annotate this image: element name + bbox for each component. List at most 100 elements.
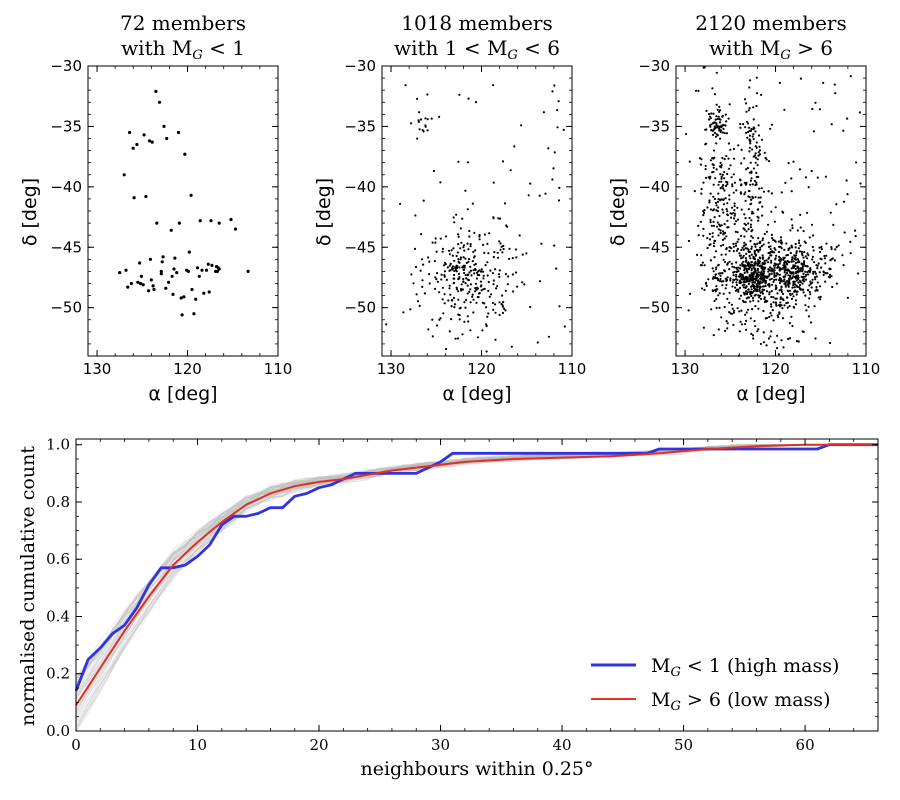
data-point (787, 162, 790, 165)
data-point (557, 199, 561, 202)
data-point (175, 271, 179, 275)
data-point (562, 128, 565, 131)
x-tick-label: 60 (796, 736, 815, 754)
data-point (710, 112, 713, 115)
data-point (745, 328, 748, 331)
data-point (767, 241, 770, 244)
data-point (449, 293, 452, 296)
data-point (200, 268, 204, 272)
data-point (712, 170, 715, 173)
data-point (173, 256, 177, 260)
data-point (783, 278, 786, 281)
data-point (750, 230, 753, 233)
data-point (700, 158, 703, 161)
data-point (755, 285, 758, 288)
y-tick-label: 0.8 (46, 493, 70, 511)
data-point (776, 314, 779, 317)
data-point (416, 300, 420, 303)
data-point (807, 315, 811, 318)
data-point (722, 280, 725, 283)
data-point (487, 252, 490, 255)
data-point (824, 280, 827, 283)
data-point (795, 340, 799, 343)
data-point (508, 257, 511, 260)
data-point (469, 301, 472, 304)
data-point (498, 217, 502, 220)
data-point (700, 192, 703, 195)
data-point (689, 292, 692, 295)
data-point (715, 168, 718, 171)
data-point (782, 346, 785, 349)
data-point (758, 294, 762, 297)
data-point (483, 251, 486, 254)
data-point (720, 177, 723, 180)
data-point (468, 235, 471, 238)
data-point (434, 276, 437, 279)
data-point (427, 328, 430, 331)
data-point (418, 111, 421, 114)
data-point (497, 217, 500, 220)
data-point (718, 180, 721, 183)
data-point (747, 122, 750, 125)
data-point (147, 289, 151, 293)
data-point (745, 276, 748, 279)
panel-1-frame (87, 65, 279, 357)
data-point (781, 297, 784, 300)
data-point (702, 227, 705, 230)
data-point (493, 251, 496, 254)
data-point (719, 109, 722, 112)
data-point (724, 329, 727, 332)
data-point (792, 266, 795, 269)
data-point (433, 287, 437, 290)
data-point (767, 337, 771, 340)
data-point (749, 300, 752, 303)
data-point (747, 288, 750, 291)
data-point (504, 273, 507, 276)
data-point (155, 221, 159, 225)
data-point (456, 266, 459, 269)
data-point (435, 278, 438, 281)
data-point (724, 253, 727, 256)
data-point (217, 221, 221, 225)
data-point (808, 236, 811, 239)
data-point (471, 260, 474, 263)
data-point (719, 187, 722, 190)
data-point (192, 312, 196, 316)
data-point (715, 204, 718, 207)
data-point (798, 287, 802, 290)
data-point (807, 254, 810, 257)
data-point (757, 285, 760, 288)
data-point (787, 269, 790, 272)
background-curve (75, 444, 878, 723)
data-point (413, 247, 417, 250)
data-point (772, 280, 775, 283)
data-point (777, 353, 781, 356)
y-tick-label: −50 (344, 299, 376, 317)
x-tick-label: 130 (671, 360, 700, 378)
data-point (764, 282, 767, 285)
data-point (761, 261, 765, 264)
data-point (136, 280, 140, 284)
data-point (763, 232, 766, 236)
panel-1: 72 members with MG < 1 −30 −35 −40 −45 −50 13… (19, 11, 292, 405)
data-point (815, 275, 818, 278)
data-point (735, 273, 738, 276)
data-point (855, 161, 858, 164)
data-point (745, 131, 748, 134)
data-point (772, 319, 775, 322)
data-point (835, 245, 838, 249)
data-point (754, 253, 758, 256)
y-tick-label: −50 (50, 299, 82, 317)
data-point (759, 264, 762, 267)
data-point (749, 203, 752, 206)
data-point (501, 294, 504, 297)
data-point (529, 305, 532, 309)
data-point (485, 323, 488, 326)
data-point (442, 312, 445, 315)
data-point (743, 181, 746, 184)
data-point (768, 273, 771, 276)
data-point (204, 268, 209, 272)
data-point (769, 248, 772, 251)
data-point (785, 254, 788, 257)
data-point (514, 248, 518, 251)
